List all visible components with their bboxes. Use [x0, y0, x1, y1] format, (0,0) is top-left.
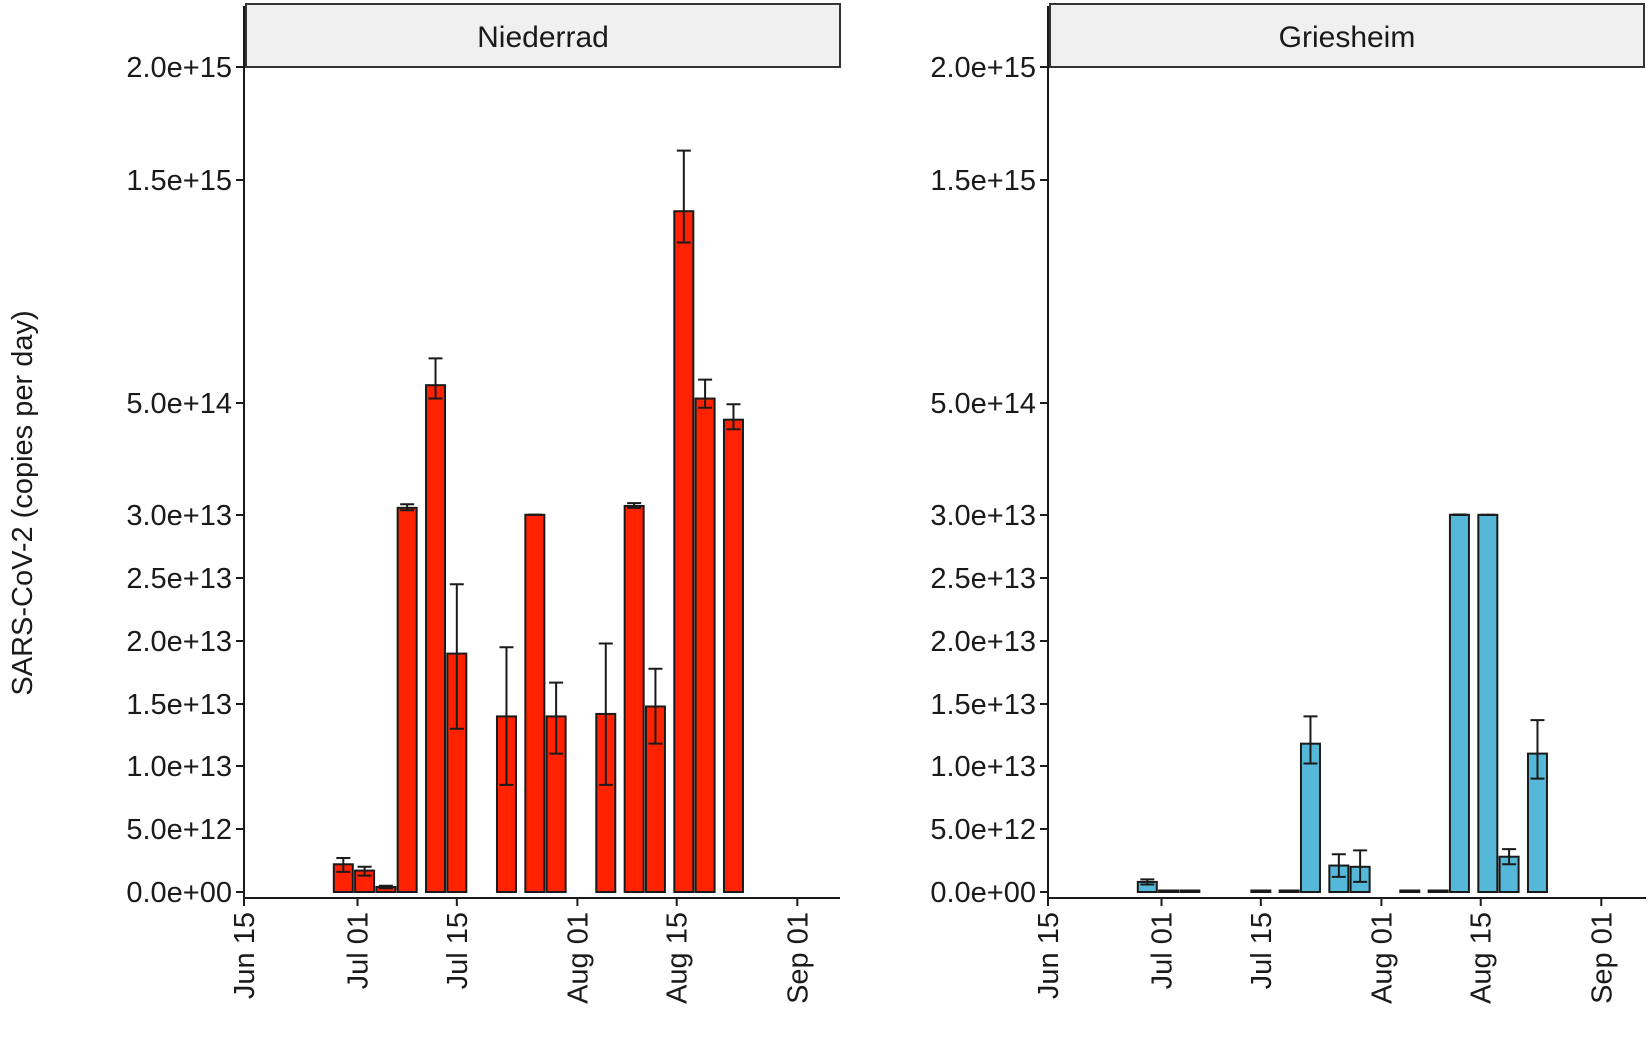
y-tick-label: 3.0e+13 — [126, 500, 232, 532]
error-bar — [676, 149, 691, 244]
error-bar — [378, 884, 393, 890]
y-tick-label: 2.0e+13 — [126, 626, 232, 658]
y-tick-label: 0.0e+00 — [126, 877, 232, 909]
panel-title: Niederrad — [477, 21, 609, 54]
x-tick-label: Aug 01 — [1366, 912, 1398, 1004]
bar — [396, 506, 418, 893]
y-axis-title: SARS-CoV-2 (copies per day) — [7, 310, 39, 695]
y-tick-label: 5.0e+14 — [126, 388, 232, 420]
x-tick-label: Aug 15 — [662, 912, 694, 1004]
bar — [1158, 889, 1180, 893]
panel-title: Griesheim — [1279, 21, 1416, 54]
y-tick-label: 3.0e+13 — [930, 500, 1036, 532]
error-bar — [648, 667, 663, 745]
y-tick-label: 1.0e+13 — [930, 751, 1036, 783]
error-bar — [698, 378, 713, 409]
x-tick-label: Jul 15 — [442, 912, 474, 989]
y-tick-label: 2.0e+13 — [930, 626, 1036, 658]
x-tick-label: Jul 15 — [1246, 912, 1278, 989]
bar — [1477, 513, 1499, 894]
error-bar — [449, 583, 464, 730]
y-tick-label: 1.5e+15 — [126, 165, 232, 197]
y-tick-label: 1.5e+15 — [930, 165, 1036, 197]
y-tick-label: 2.5e+13 — [126, 563, 232, 595]
x-tick-label: Aug 15 — [1466, 912, 1498, 1004]
bar — [1427, 889, 1449, 893]
error-bar — [726, 403, 741, 431]
y-tick-label: 5.0e+12 — [930, 814, 1036, 846]
y-tick-label: 0.0e+00 — [930, 877, 1036, 909]
bar — [694, 397, 716, 893]
panel-niederrad: Niederrad 0.0e+00 5.0e+12 1.0e+13 1.5e+13 2.0… — [126, 3, 841, 1004]
y-tick-label: 5.0e+12 — [126, 814, 232, 846]
y-tick-label: 5.0e+14 — [930, 388, 1036, 420]
x-tick-label: Jul 01 — [343, 912, 375, 989]
x-tick-label: Jun 15 — [1033, 912, 1065, 999]
error-bar — [1140, 878, 1155, 886]
error-bar — [598, 642, 613, 786]
bar — [1179, 889, 1201, 893]
y-tick-label: 1.5e+13 — [126, 689, 232, 721]
panel-griesheim: Griesheim 0.0e+00 5.0e+12 1.0e+13 1.5e+13 2.0… — [930, 3, 1646, 1004]
panels: Niederrad 0.0e+00 5.0e+12 1.0e+13 1.5e+13 2.0… — [126, 3, 1646, 1004]
error-bar — [1530, 719, 1545, 780]
panel-strip — [1049, 3, 1645, 68]
error-bar — [336, 856, 351, 873]
bar — [673, 210, 695, 894]
y-tick-label: 2.5e+13 — [930, 563, 1036, 595]
error-bar — [627, 502, 642, 509]
x-tick-label: Jul 01 — [1147, 912, 1179, 989]
bar — [524, 513, 546, 894]
error-bar — [1502, 848, 1517, 866]
error-bar — [1303, 715, 1318, 765]
bar — [722, 418, 744, 893]
y-tick-label: 2.0e+15 — [126, 52, 232, 84]
error-bar — [428, 357, 443, 400]
error-bar — [549, 681, 564, 755]
y-tick-label: 2.0e+15 — [930, 52, 1036, 84]
error-bar — [1353, 849, 1368, 883]
x-tick-label: Aug 01 — [562, 912, 594, 1004]
bar — [1278, 889, 1300, 893]
error-bar — [499, 646, 514, 786]
x-tick-label: Jun 15 — [229, 912, 261, 999]
x-tick-label: Sep 01 — [1586, 912, 1618, 1004]
error-bar — [357, 865, 372, 877]
bar — [1399, 889, 1421, 893]
bar — [1250, 889, 1272, 893]
bar — [425, 384, 447, 893]
bar — [623, 504, 645, 893]
x-tick-label: Sep 01 — [782, 912, 814, 1004]
error-bar — [1331, 853, 1346, 878]
error-bar — [400, 503, 415, 512]
y-tick-label: 1.0e+13 — [126, 751, 232, 783]
y-tick-label: 1.5e+13 — [930, 689, 1036, 721]
bar — [1448, 513, 1470, 894]
panel-strip — [245, 3, 841, 68]
bar — [1299, 742, 1321, 893]
